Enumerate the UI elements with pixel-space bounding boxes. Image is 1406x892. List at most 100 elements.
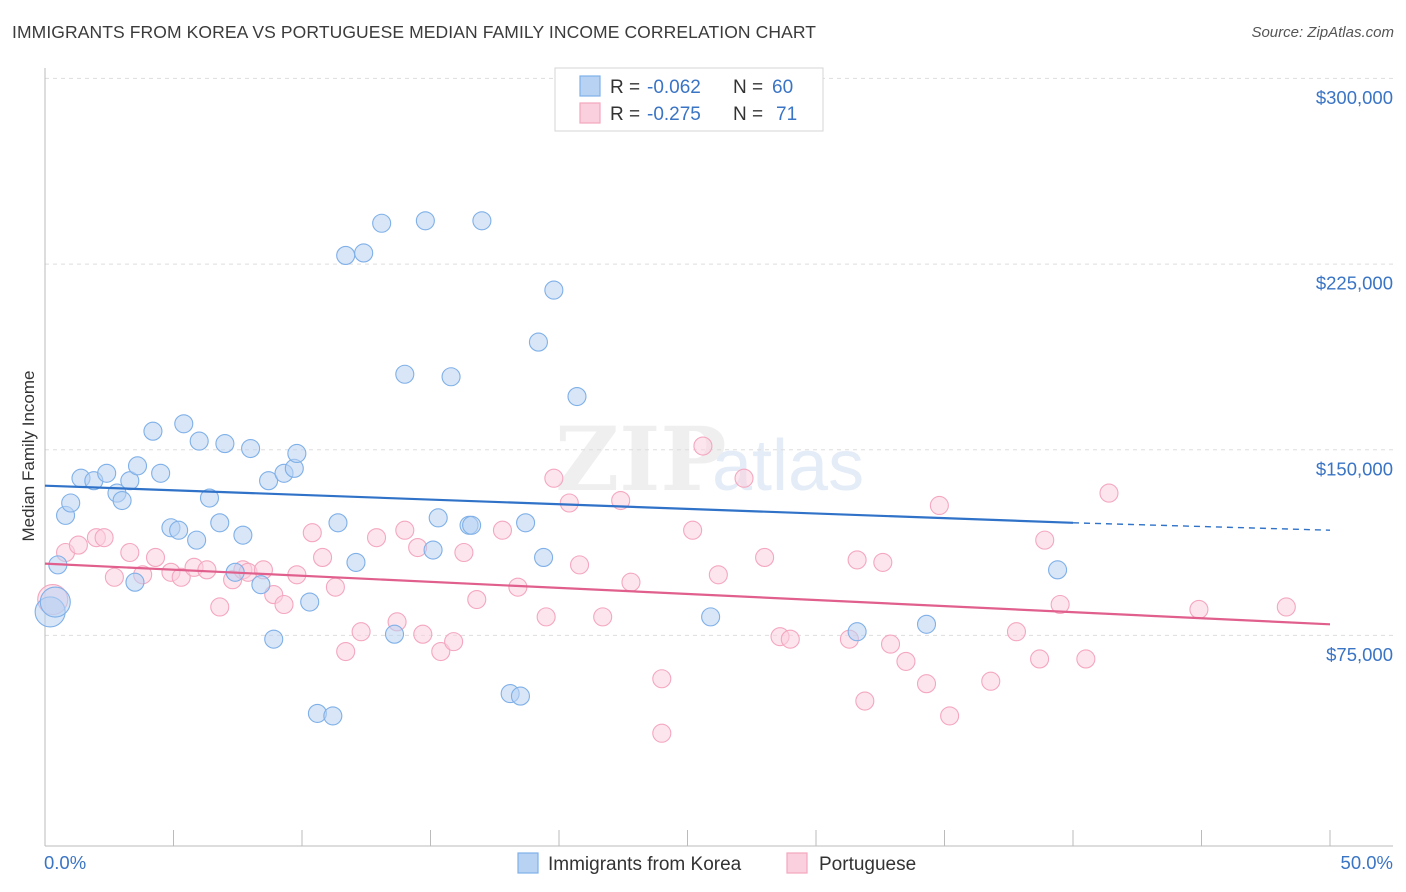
korea-point — [567, 386, 587, 407]
korea-point — [534, 547, 554, 568]
korea-point — [372, 213, 392, 233]
korea-point — [61, 493, 81, 513]
portuguese-point — [302, 523, 322, 543]
korea-point — [916, 614, 937, 634]
korea-point — [395, 364, 415, 384]
korea-point — [97, 463, 117, 483]
legend-n-label-1: N = — [733, 77, 763, 98]
korea-point — [187, 530, 207, 550]
korea-point — [701, 607, 721, 627]
x-tick-label-left: 0.0% — [44, 852, 86, 873]
bottom-legend-label-korea: Immigrants from Korea — [548, 854, 742, 875]
portuguese-point — [395, 520, 415, 540]
portuguese-point — [683, 520, 703, 540]
portuguese-point — [325, 577, 345, 597]
korea-point — [169, 520, 189, 540]
korea-point — [233, 525, 253, 545]
korea-point — [112, 490, 132, 511]
korea-point — [210, 513, 230, 533]
portuguese-point — [1035, 530, 1055, 550]
korea-point — [199, 488, 220, 508]
portuguese-point — [1099, 483, 1119, 503]
series-portuguese — [37, 436, 1296, 743]
bottom-legend-label-portuguese: Portuguese — [819, 854, 916, 875]
portuguese-point — [981, 671, 1001, 691]
portuguese-point — [444, 632, 464, 652]
y-tick-label: $75,000 — [1326, 644, 1393, 665]
legend-n-value-2: 71 — [776, 104, 797, 125]
portuguese-point — [1030, 649, 1050, 669]
portuguese-point — [734, 468, 754, 488]
x-tick-label-right: 50.0% — [1341, 852, 1393, 873]
korea-point — [215, 434, 235, 454]
svg-text:atlas: atlas — [712, 426, 864, 506]
portuguese-point — [1276, 597, 1296, 617]
trend-line-korea-extension — [1072, 522, 1331, 531]
portuguese-point — [413, 624, 433, 644]
legend-r-label-1: R = — [610, 77, 640, 98]
portuguese-point — [929, 495, 949, 516]
trend-lines — [44, 484, 1331, 626]
korea-point — [125, 572, 145, 592]
portuguese-point — [68, 535, 88, 555]
bottom-legend-swatch-korea — [517, 852, 539, 874]
portuguese-point — [847, 550, 867, 570]
svg-text:ZIP: ZIP — [555, 407, 727, 511]
korea-point — [516, 513, 536, 533]
korea-point — [354, 243, 374, 263]
portuguese-point — [755, 547, 775, 568]
korea-point — [323, 706, 343, 726]
korea-point — [1048, 560, 1068, 580]
portuguese-point — [693, 436, 713, 456]
korea-point — [423, 540, 443, 560]
portuguese-point — [593, 607, 613, 627]
korea-point — [472, 211, 492, 231]
gridlines — [45, 77, 1393, 636]
legend-swatch-korea — [579, 75, 601, 97]
portuguese-point — [197, 560, 217, 580]
trend-line-portuguese — [44, 562, 1331, 626]
korea-point — [151, 463, 171, 483]
axes — [44, 68, 1393, 847]
korea-point — [441, 367, 461, 387]
portuguese-point — [896, 651, 916, 671]
korea-point — [428, 508, 448, 528]
korea-point — [259, 471, 279, 491]
bottom-legend-swatch-portuguese — [786, 852, 808, 874]
korea-point — [264, 629, 284, 649]
portuguese-point — [916, 674, 937, 694]
y-tick-label: $150,000 — [1316, 458, 1393, 479]
korea-point — [127, 456, 148, 476]
legend-r-value-1: -0.062 — [647, 77, 701, 98]
portuguese-point — [1006, 622, 1027, 642]
korea-point — [251, 575, 271, 595]
chart-title: IMMIGRANTS FROM KOREA VS PORTUGUESE MEDI… — [12, 22, 817, 42]
portuguese-point — [171, 567, 191, 587]
watermark: ZIP atlas — [555, 407, 864, 511]
portuguese-point — [274, 594, 294, 615]
portuguese-point — [544, 468, 564, 488]
portuguese-point — [431, 641, 451, 662]
chart-source: Source: ZipAtlas.com — [1251, 24, 1394, 41]
korea-point — [39, 586, 71, 618]
portuguese-point — [1050, 594, 1070, 615]
portuguese-point — [454, 542, 474, 563]
y-axis-label: Median Family Income — [19, 370, 38, 541]
korea-point — [847, 622, 867, 642]
portuguese-point — [1189, 599, 1209, 619]
portuguese-point — [708, 565, 728, 585]
trend-line-korea — [44, 484, 1074, 524]
portuguese-point — [652, 723, 672, 743]
legend-swatch-portuguese — [579, 102, 601, 124]
korea-point — [544, 280, 564, 300]
portuguese-point — [210, 597, 230, 617]
korea-point — [189, 431, 209, 451]
portuguese-point — [873, 552, 893, 572]
korea-point — [384, 624, 405, 644]
korea-point — [143, 421, 163, 441]
portuguese-point — [652, 669, 672, 689]
legend-n-value-1: 60 — [772, 77, 793, 98]
legend-r-label-2: R = — [610, 104, 640, 125]
portuguese-point — [492, 520, 513, 540]
